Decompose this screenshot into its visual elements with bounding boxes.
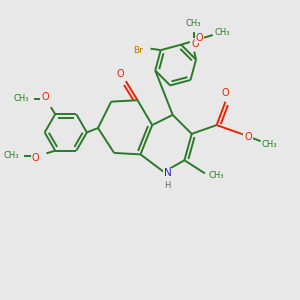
Text: O: O: [191, 39, 199, 49]
Text: CH₃: CH₃: [186, 19, 201, 28]
Text: O: O: [244, 132, 252, 142]
Text: O: O: [117, 69, 124, 79]
Text: O: O: [195, 33, 203, 43]
Text: CH₃: CH₃: [262, 140, 277, 149]
Text: O: O: [222, 88, 229, 98]
Text: N: N: [164, 168, 171, 178]
Text: CH₃: CH₃: [4, 152, 19, 160]
Text: CH₃: CH₃: [208, 171, 224, 180]
Text: CH₃: CH₃: [215, 28, 230, 38]
Text: Br: Br: [133, 46, 143, 55]
Text: O: O: [41, 92, 49, 102]
Text: O: O: [32, 153, 39, 163]
Text: CH₃: CH₃: [14, 94, 29, 103]
Text: H: H: [164, 181, 171, 190]
